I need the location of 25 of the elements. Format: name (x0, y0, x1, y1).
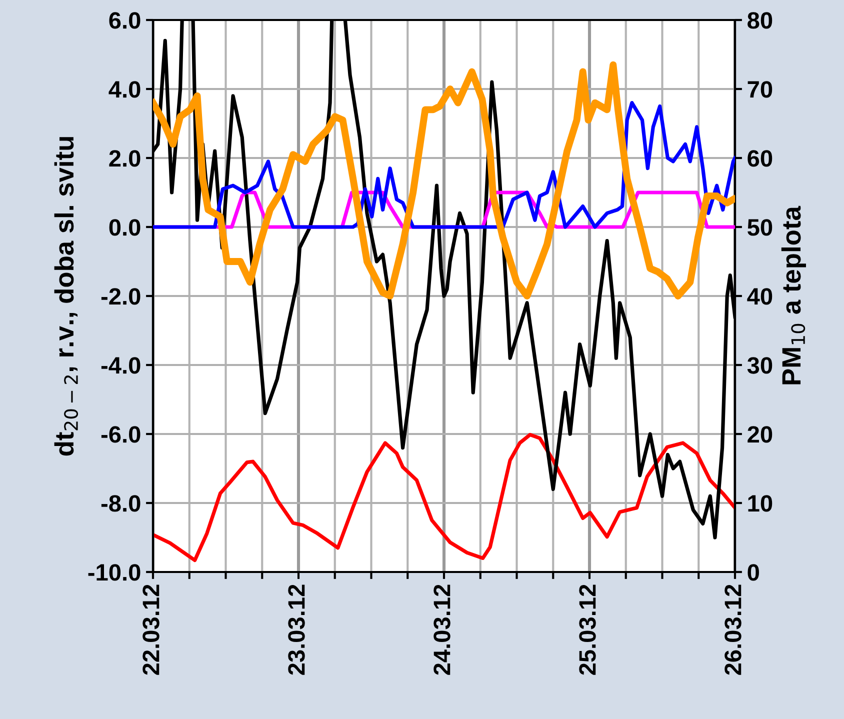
y2-tick-label: 80 (748, 12, 772, 29)
y-tick-label: -8.0 (101, 495, 140, 512)
y-tick-label: 2.0 (109, 150, 140, 167)
x-tick-label: 23.03.12 (288, 584, 305, 675)
y2-tick-label: 60 (748, 150, 772, 167)
y2-tick-label: 40 (747, 288, 772, 305)
y2-tick-label: 0 (748, 564, 759, 581)
y2-tick-label: 30 (747, 357, 772, 374)
y2-axis-title: PM$_{10}$ a teplota (781, 206, 806, 384)
x-tick-label: 25.03.12 (579, 584, 596, 675)
y2-tick-label: 70 (748, 81, 772, 98)
y-axis-title: dt$_{20−2}$, r.v., doba sl. svitu (54, 137, 78, 456)
y-tick-label: -4.0 (101, 357, 140, 374)
y-tick-label: -2.0 (101, 288, 140, 305)
y2-tick-label: 20 (748, 426, 772, 443)
y-tick-label: 4.0 (108, 81, 140, 98)
y-tick-label: 6.0 (109, 12, 140, 29)
x-tick-label: 26.03.12 (724, 584, 742, 675)
y2-tick-label: 50 (748, 219, 772, 236)
y-tick-label: -10.0 (88, 564, 140, 581)
y-tick-label: 0.0 (109, 219, 140, 236)
y2-tick-label: 10 (748, 495, 772, 512)
x-tick-label: 24.03.12 (434, 584, 450, 675)
x-tick-label: 22.03.12 (142, 584, 160, 675)
y-tick-label: -6.0 (101, 426, 140, 443)
